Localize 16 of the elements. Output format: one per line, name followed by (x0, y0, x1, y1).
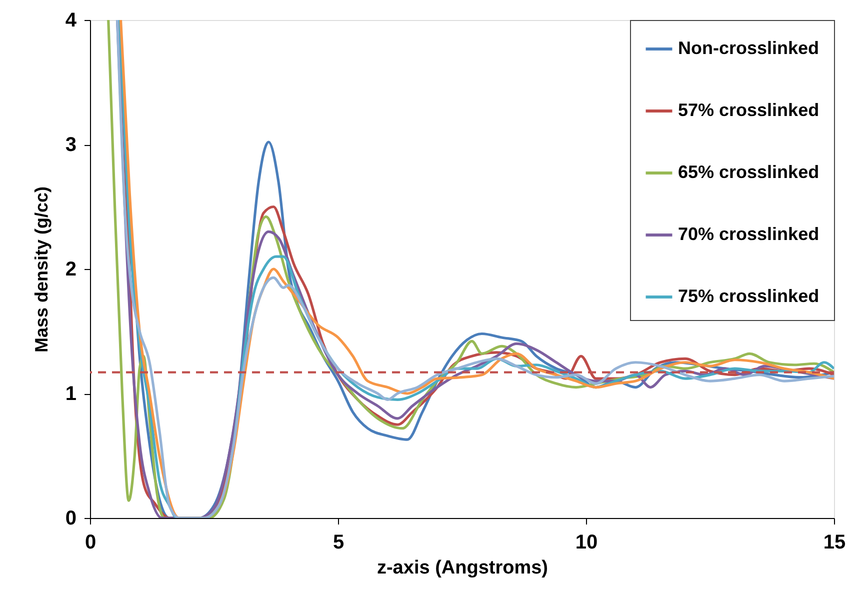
legend-label: 75% crosslinked (678, 286, 820, 306)
y-tick-label: 0 (65, 508, 76, 530)
legend-label: Non-crosslinked (678, 38, 820, 58)
y-tick-label: 1 (65, 383, 76, 405)
x-tick-label: 5 (332, 532, 344, 554)
x-tick-label: 0 (84, 532, 96, 554)
legend-label: 70% crosslinked (678, 224, 820, 244)
y-tick-label: 2 (65, 258, 76, 280)
y-axis-title: Mass density (g/cc) (31, 186, 52, 353)
legend-label: 57% crosslinked (678, 100, 820, 120)
x-tick-label: 15 (823, 532, 846, 554)
y-tick-label: 3 (65, 134, 76, 156)
x-axis-title: z-axis (Angstroms) (376, 558, 548, 578)
y-tick-label: 4 (65, 10, 78, 32)
x-tick-label: 10 (575, 532, 598, 554)
legend-label: 65% crosslinked (678, 162, 820, 182)
